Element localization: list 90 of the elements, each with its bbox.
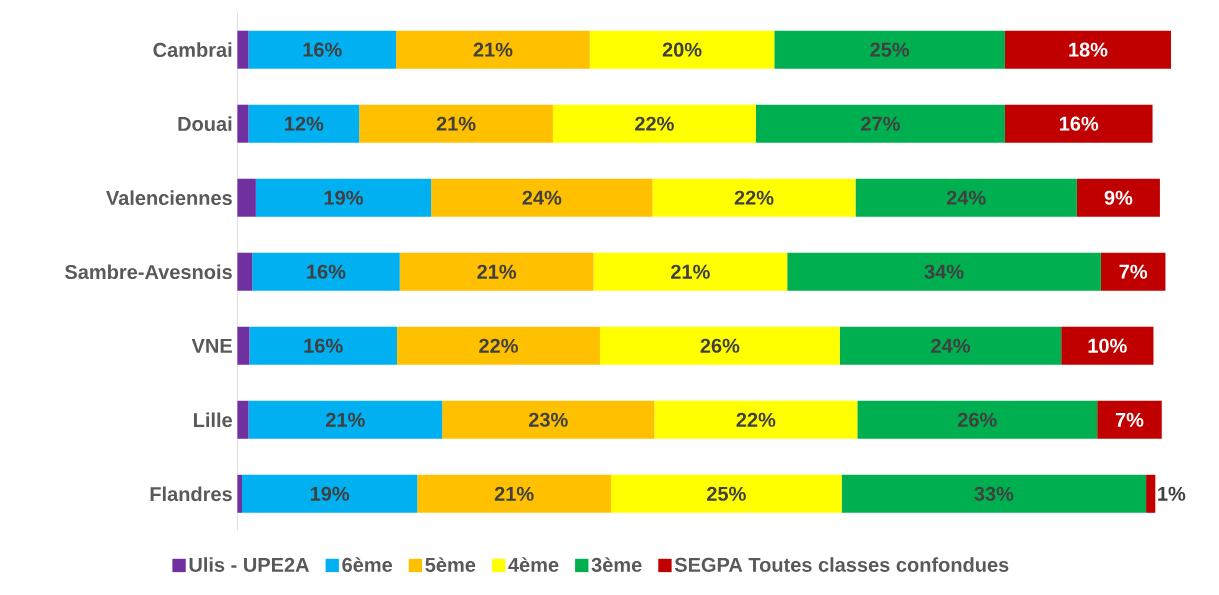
bar	[249, 326, 397, 365]
data-label: 10%	[1088, 338, 1127, 353]
bar	[755, 104, 1005, 143]
bar	[397, 326, 600, 365]
bar	[248, 400, 443, 439]
bar	[242, 474, 418, 513]
data-label: 22%	[635, 116, 674, 131]
bar	[593, 252, 788, 291]
bar	[237, 178, 256, 217]
bar	[1076, 178, 1160, 217]
data-label: 33%	[974, 486, 1014, 501]
bar	[599, 326, 840, 365]
data-label: 22%	[734, 190, 774, 205]
bar	[237, 104, 249, 143]
data-label: 25%	[707, 486, 746, 501]
bar	[417, 474, 612, 513]
legend-label: Ulis - UPE2A	[189, 557, 310, 572]
data-label: 24%	[522, 190, 562, 205]
bar	[442, 400, 655, 439]
bar	[359, 104, 553, 143]
bar	[252, 252, 400, 291]
bar	[237, 400, 249, 439]
data-label: 19%	[324, 190, 363, 205]
data-label: 1%	[1158, 486, 1186, 501]
y-tick-label: Sambre-Avesnois	[65, 264, 232, 280]
data-label: 21%	[473, 42, 513, 57]
data-label: 21%	[436, 116, 476, 131]
data-label: 7%	[1119, 264, 1148, 279]
y-tick-label: Valenciennes	[106, 190, 232, 206]
data-label: 21%	[477, 264, 517, 279]
bar	[248, 30, 397, 69]
bar	[248, 104, 360, 143]
bar	[431, 178, 653, 217]
bar	[396, 30, 590, 69]
bar	[1004, 104, 1153, 143]
bar	[255, 178, 432, 217]
data-label: 21%	[494, 486, 534, 501]
data-label: 7%	[1115, 412, 1144, 427]
bar	[857, 400, 1098, 439]
data-label: 25%	[870, 42, 910, 57]
y-tick-label: Flandres	[150, 486, 232, 502]
y-tick-label: Lille	[194, 412, 233, 428]
bar	[1004, 30, 1171, 69]
legend-label: 3ème	[591, 557, 642, 573]
data-label: 26%	[957, 412, 997, 427]
data-label: 26%	[700, 338, 740, 353]
bar	[654, 400, 858, 439]
bar	[1146, 474, 1156, 513]
data-label: 18%	[1069, 42, 1108, 57]
bar	[855, 178, 1077, 217]
data-label: 12%	[285, 116, 324, 131]
bar	[237, 30, 249, 69]
data-label: 21%	[326, 412, 365, 427]
y-tick-label: Cambrai	[153, 42, 232, 58]
bar	[841, 474, 1147, 513]
bar	[652, 178, 856, 217]
bar	[237, 326, 250, 365]
data-label: 21%	[671, 264, 710, 279]
bar	[552, 104, 756, 143]
bar	[237, 474, 243, 513]
data-label: 16%	[307, 264, 346, 279]
data-label: 34%	[924, 264, 964, 279]
bar	[1097, 400, 1162, 439]
data-label: 16%	[304, 338, 343, 353]
bar	[237, 252, 253, 291]
bar	[399, 252, 594, 291]
bar	[774, 30, 1005, 69]
legend-label: SEGPA Toutes classes confondues	[674, 557, 1009, 572]
data-label: 27%	[861, 116, 900, 131]
bar	[589, 30, 775, 69]
legend-label: 5ème	[425, 557, 476, 573]
y-tick-label: VNE	[191, 338, 232, 353]
bar	[839, 326, 1062, 365]
bar	[1061, 326, 1154, 365]
data-label: 22%	[479, 338, 518, 353]
data-label: 24%	[931, 338, 970, 353]
legend-label: 4ème	[508, 557, 559, 573]
data-label: 16%	[303, 42, 342, 57]
bar	[611, 474, 842, 513]
data-label: 16%	[1059, 116, 1099, 131]
data-label: 9%	[1104, 190, 1133, 205]
data-label: 23%	[528, 412, 568, 427]
data-label: 22%	[736, 412, 776, 427]
data-label: 20%	[662, 42, 702, 57]
y-tick-label: Douai	[178, 116, 232, 132]
data-label: 19%	[310, 486, 350, 501]
bar	[1100, 252, 1166, 291]
bar	[787, 252, 1101, 291]
data-label: 24%	[946, 190, 986, 205]
legend-label: 6ème	[342, 557, 393, 573]
